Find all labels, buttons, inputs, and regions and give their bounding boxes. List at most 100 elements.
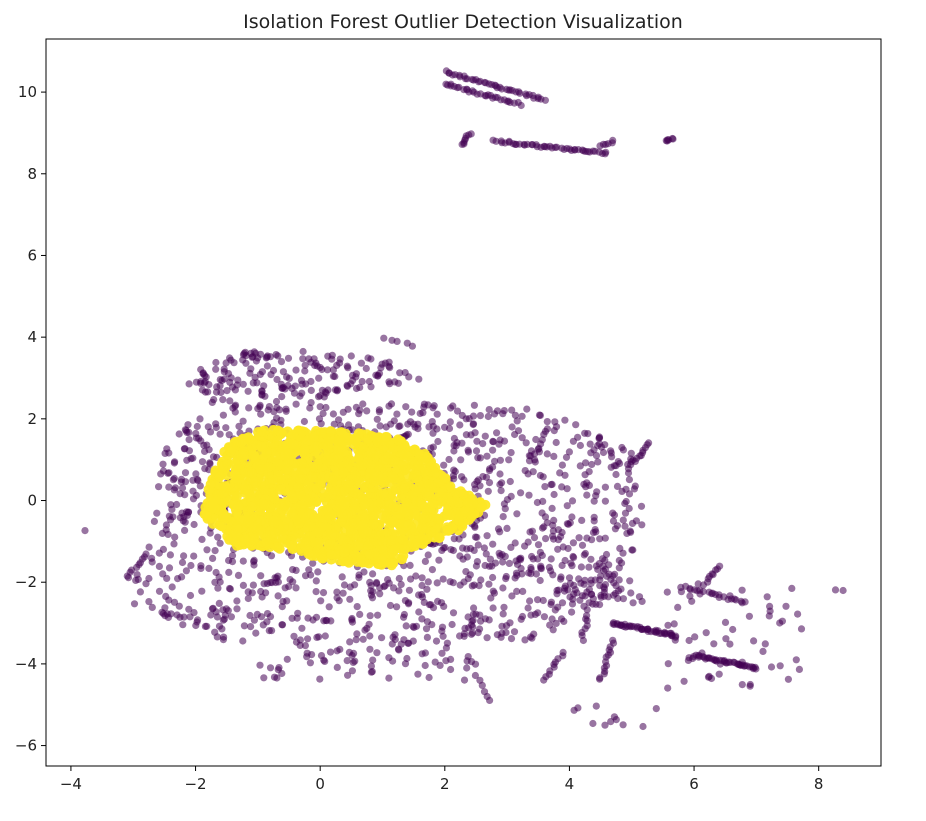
outlier-point (671, 636, 679, 644)
outlier-point (333, 663, 341, 672)
outlier-point (385, 579, 393, 587)
outlier-point (288, 614, 296, 622)
inlier-point (372, 471, 383, 481)
outlier-point (263, 362, 271, 370)
outlier-point (333, 594, 341, 602)
outlier-point (155, 562, 163, 571)
outlier-point (325, 603, 333, 611)
outlier-point (372, 371, 380, 379)
outlier-point (471, 533, 480, 541)
outlier-point (155, 549, 163, 557)
x-tick-label: −4 (60, 775, 82, 793)
outlier-point (185, 436, 193, 444)
x-tick-label: 0 (315, 775, 325, 793)
inlier-point (267, 474, 278, 485)
outlier-point (526, 528, 534, 536)
outlier-point (307, 386, 315, 394)
outlier-point (329, 410, 337, 418)
inlier-point (233, 501, 244, 512)
y-tick-label: −6 (15, 737, 37, 755)
inlier-point (396, 554, 407, 565)
inlier-point (397, 460, 408, 471)
outlier-point (335, 416, 343, 424)
outlier-point (630, 485, 639, 493)
outlier-point (462, 431, 470, 439)
outlier-point (456, 421, 464, 429)
inlier-point (326, 549, 337, 560)
outlier-point (319, 589, 328, 597)
outlier-point (359, 400, 367, 408)
outlier-point (699, 581, 708, 589)
outlier-point (150, 517, 158, 526)
outlier-point (189, 454, 197, 462)
inlier-point (238, 438, 249, 449)
inlier-point (376, 478, 386, 489)
outlier-point (301, 361, 309, 369)
outlier-point (403, 339, 411, 347)
inlier-point (399, 543, 410, 554)
inlier-point (363, 541, 374, 551)
outlier-point (257, 410, 265, 418)
outlier-point (445, 424, 454, 433)
outlier-point (218, 376, 226, 385)
outlier-point (198, 535, 206, 544)
outlier-point (609, 517, 618, 525)
outlier-point (434, 437, 442, 446)
inlier-point (316, 549, 327, 559)
inlier-point (349, 497, 360, 507)
inlier-point (300, 446, 310, 457)
outlier-point (162, 592, 170, 601)
outlier-point (246, 611, 254, 620)
outlier-point (197, 379, 205, 387)
outlier-point (484, 412, 492, 421)
outlier-point (351, 657, 359, 665)
outlier-point (315, 415, 324, 423)
outlier-point (299, 347, 307, 356)
inlier-point (283, 457, 294, 467)
outlier-point (422, 625, 431, 633)
outlier-point (547, 598, 556, 606)
inlier-point (411, 538, 422, 549)
outlier-point (212, 358, 220, 367)
outlier-point (320, 656, 328, 664)
outlier-point (489, 540, 497, 548)
outlier-point (500, 437, 509, 445)
outlier-point (578, 592, 587, 600)
outlier-point (448, 620, 456, 629)
outlier-point (400, 610, 408, 619)
outlier-point (346, 638, 354, 646)
outlier-point (485, 467, 494, 475)
outlier-point (527, 633, 535, 641)
outlier-point (583, 479, 591, 487)
outlier-point (303, 653, 311, 661)
outlier-point (268, 627, 276, 635)
outlier-point (527, 565, 535, 574)
outlier-point (368, 594, 377, 602)
outlier-point (745, 612, 754, 620)
outlier-point (615, 564, 623, 572)
outlier-point (600, 583, 608, 591)
outlier-point (433, 579, 441, 587)
outlier-point (244, 594, 252, 603)
x-tick-label: 6 (689, 775, 699, 793)
outlier-point (458, 411, 466, 420)
outlier-point (552, 619, 560, 628)
outlier-point (478, 681, 486, 690)
outlier-point (352, 384, 361, 393)
outlier-point (532, 570, 541, 578)
outlier-point (180, 613, 188, 621)
outlier-point (189, 487, 197, 495)
outlier-point (610, 579, 618, 587)
outlier-point (226, 378, 234, 386)
outlier-point (562, 453, 571, 461)
outlier-point (209, 554, 217, 563)
outlier-point (529, 555, 537, 563)
x-axis: −4 −2 0 2 4 6 8 (60, 766, 823, 793)
outlier-point (183, 456, 191, 464)
outlier-point (219, 636, 227, 644)
outlier-point (483, 452, 491, 460)
inlier-point (432, 513, 443, 524)
outlier-point (479, 473, 487, 481)
outlier-point (223, 387, 231, 395)
